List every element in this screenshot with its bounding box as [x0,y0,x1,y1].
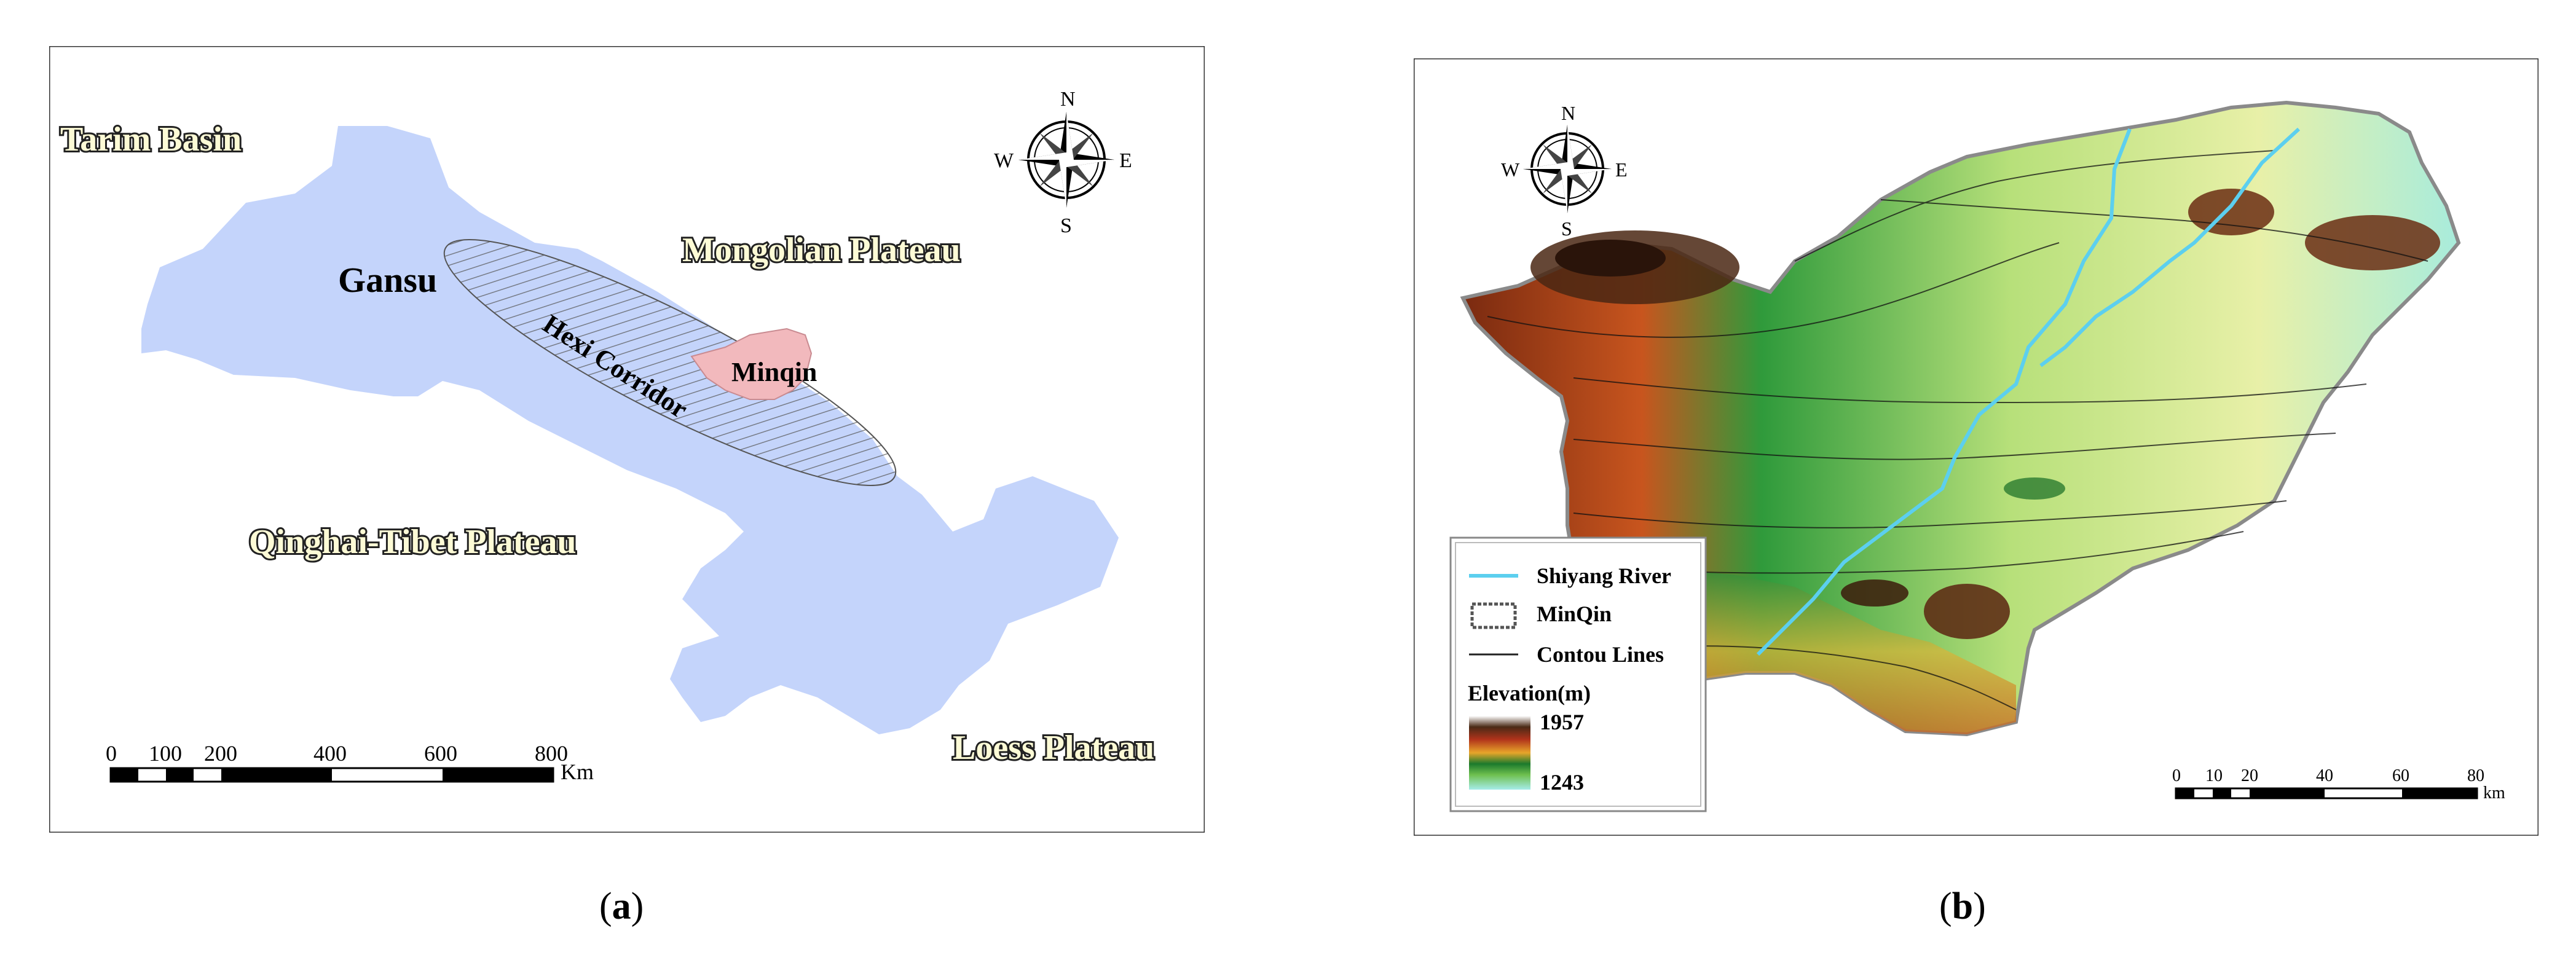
scale-a-200: 200 [204,741,237,766]
caption-b-letter: b [1952,885,1974,927]
mountain-northeast [2305,215,2440,270]
compass-rose-b: N S E W [1501,102,1628,240]
map-panel-b: N S E W Shiyang River MinQin Contou Line… [1382,22,2572,868]
compass-b-n: N [1561,102,1575,124]
map-a-canvas: Tarim Basin Mongolian Plateau Qinghai-Ti… [49,46,1205,833]
compass-a-n: N [1060,88,1076,111]
caption-a-letter: a [612,885,631,927]
scale-b-unit: km [2483,783,2505,803]
b-top-104e: 104° E [2382,22,2440,45]
scale-b-60: 60 [2392,766,2409,785]
mongolian-plateau-label: Mongolian Plateau [682,231,961,269]
a-top-110e: 110° E [1156,15,1213,37]
scalebar-a: 0 100 200 400 600 800 Km [106,741,594,784]
legend-b: Shiyang River MinQin Contou Lines Elevat… [1449,536,1707,812]
legend-elevation-max: 1957 [1540,710,1584,734]
contour-lines [1487,150,2428,710]
compass-a-s: S [1060,214,1072,237]
legend-elevation-ramp [1469,716,1530,790]
scale-b-10: 10 [2205,766,2223,785]
legend-contour-label: Contou Lines [1537,642,1664,667]
scale-a-400: 400 [313,741,347,766]
scale-b-40: 40 [2316,766,2333,785]
b-bottom-102e: 102° E [1524,846,1582,868]
mountain-northwest-core [1555,240,1666,277]
scalebar-b: 0 10 20 40 60 80 km [2172,766,2505,803]
compass-a-w: W [994,149,1014,172]
b-top-103e: 103° E [1955,22,2012,45]
compass-b-w: W [1501,159,1520,181]
scale-a-0: 0 [106,741,117,766]
mountain-south [1924,584,2010,639]
tarim-basin-label: Tarim Basin [60,120,242,159]
scale-b-0: 0 [2172,766,2181,785]
compass-b-e: E [1615,159,1628,181]
b-bottom-103e: 103° E [1955,846,2012,868]
a-right-40n: 40° N [1215,304,1238,354]
scale-a-100: 100 [149,741,182,766]
a-bottom-100e: 100° E [569,841,626,863]
legend-elevation-min: 1243 [1540,770,1584,795]
gansu-province-area [141,126,1119,734]
scale-a-unit: Km [561,760,594,784]
map-panel-a: Tarim Basin Mongolian Plateau Qinghai-Ti… [18,15,1238,863]
shiyang-river [1756,127,2301,656]
map-b-canvas: N S E W Shiyang River MinQin Contou Line… [1414,58,2539,836]
gansu-label: Gansu [338,260,437,300]
a-bottom-110e: 110° E [1156,841,1213,863]
b-left-39n: 39° N [1382,328,1405,378]
legend-elevation-title: Elevation(m) [1468,681,1591,705]
scale-b-20: 20 [2241,766,2258,785]
legend-minqin-label: MinQin [1537,602,1612,626]
scale-a-800: 800 [535,741,568,766]
mountain-north-center [2188,189,2274,235]
mountain-southwest [1841,579,1908,607]
qinghai-tibet-plateau-label: Qinghai-Tibet Plateau [249,523,577,561]
compass-b-s: S [1561,218,1572,240]
b-right-39n: 39° N [2549,329,2572,379]
b-right-38n: 38° N [2549,774,2572,824]
caption-a: (a) [599,885,644,927]
minqin-area [690,328,813,400]
a-left-40n: 40° N [18,328,41,378]
a-top-100e: 100° E [569,15,626,37]
legend-minqin-swatch [1470,602,1517,629]
legend-river-label: Shiyang River [1537,563,1671,588]
b-top-102e: 102° E [1524,22,1582,45]
minqin-label: Minqin [731,357,817,387]
mountain-mid [2004,477,2065,500]
caption-b: (b) [1939,885,1986,927]
b-left-38n: 38° N [1382,774,1405,823]
compass-rose-a: N S E W [994,88,1132,237]
scale-a-600: 600 [424,741,457,766]
compass-a-e: E [1119,149,1132,172]
scale-b-80: 80 [2467,766,2484,785]
hexi-corridor-ellipse [443,239,897,486]
loess-plateau-label: Loess Plateau [953,729,1154,767]
b-bottom-104e: 104° E [2382,846,2440,868]
